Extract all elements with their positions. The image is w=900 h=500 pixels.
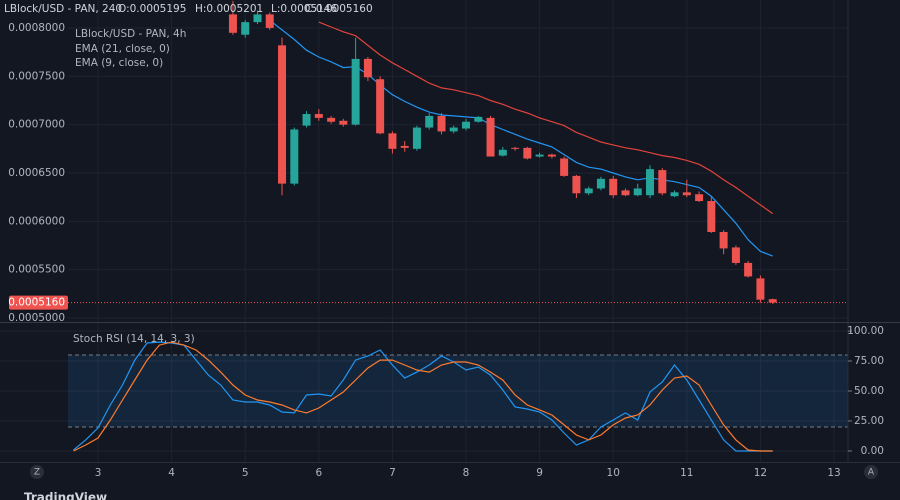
candle-body [388, 133, 397, 149]
candle-body [425, 115, 434, 128]
y-tick-label: 75.00 [854, 355, 884, 367]
candle-body [719, 231, 728, 249]
x-tick-label: 4 [168, 467, 175, 479]
candle-body [400, 145, 409, 148]
candle-body [486, 117, 495, 157]
candle-body [241, 22, 250, 35]
x-tick-label: 7 [389, 467, 396, 479]
y-tick-label: 0.0005500 [8, 264, 65, 276]
ohlc-close: C:0.0005160 [305, 3, 373, 15]
button-label[interactable]: A [868, 468, 875, 478]
y-tick-label: 0.0007500 [8, 70, 65, 82]
candle-body [682, 192, 691, 196]
y-tick-label: 0.0006000 [8, 215, 65, 227]
candle-body [376, 79, 385, 134]
x-tick-label: 11 [680, 467, 693, 479]
line-series [269, 19, 773, 257]
candle-body [462, 121, 471, 129]
candle-body [278, 45, 287, 184]
candle-body [511, 147, 520, 149]
y-tick-label: 25.00 [854, 415, 884, 427]
candle-body [596, 178, 605, 189]
candle-body [633, 188, 642, 196]
candle-body [290, 129, 299, 184]
candle-body [621, 190, 630, 196]
candle-body [560, 158, 569, 176]
candle-body [314, 114, 323, 118]
line-series [73, 341, 773, 452]
candle-body [756, 278, 765, 300]
button[interactable] [864, 465, 878, 479]
x-tick-label: 5 [242, 467, 249, 479]
indicator-title: Stoch RSI (14, 14, 3, 3) [73, 333, 195, 345]
candle-body [523, 147, 532, 159]
candle-body [646, 169, 655, 196]
candle-body [302, 114, 311, 126]
candle-body [744, 262, 753, 277]
ohlc-high: H:0.0005201 [195, 3, 263, 15]
candle-body [547, 154, 556, 157]
candle-body [658, 170, 667, 194]
last-price-label: 0.0005160 [8, 297, 65, 309]
y-tick-label: 50.00 [854, 385, 884, 397]
candle-body [695, 194, 704, 202]
y-tick-label: 0.0005000 [8, 312, 65, 324]
y-tick-label: 0.0008000 [8, 22, 65, 34]
y-tick-label: 0.0007000 [8, 119, 65, 131]
ohlc-low: L:0.0005146 [271, 3, 337, 15]
candle-body [768, 299, 777, 303]
candle-body [228, 14, 237, 33]
band-fill [68, 355, 848, 427]
candle-body [363, 58, 372, 78]
candle-body [449, 127, 458, 132]
y-tick-label: 100.00 [847, 325, 884, 337]
candle-body [437, 115, 446, 132]
last-price-box [9, 295, 68, 310]
x-tick-label: 9 [536, 467, 543, 479]
x-tick-label: 6 [315, 467, 322, 479]
x-tick-label: 8 [463, 467, 470, 479]
x-tick-label: 12 [754, 467, 767, 479]
candle-body [535, 154, 544, 157]
candle-body [339, 120, 348, 125]
y-tick-label: 0.00 [861, 445, 884, 457]
candle-body [584, 188, 593, 194]
x-tick-label: 13 [827, 467, 840, 479]
candle-body [670, 192, 679, 197]
legend-title: LBlock/USD - PAN, 4h [75, 28, 186, 40]
candle-body [731, 247, 740, 263]
candle-body [327, 117, 336, 122]
legend-entry: EMA (21, close, 0) [75, 43, 170, 55]
candle-body [707, 201, 716, 232]
candle-body [498, 149, 507, 156]
candle-body [265, 14, 274, 28]
button[interactable] [30, 465, 44, 479]
button-label[interactable]: Z [34, 468, 40, 478]
legend-entry: EMA (9, close, 0) [75, 57, 163, 69]
brand: TradingView [24, 491, 107, 500]
candle-body [253, 14, 262, 23]
y-tick-label: 0.0006500 [8, 167, 65, 179]
x-tick-label: 3 [95, 467, 102, 479]
candle-body [609, 178, 618, 196]
x-tick-label: 10 [607, 467, 620, 479]
candle-body [572, 175, 581, 194]
candle-body [351, 58, 360, 125]
line-series [73, 341, 773, 452]
symbol: LBlock/USD - PAN, 240 [4, 3, 122, 15]
line-series [318, 21, 774, 215]
candle-body [412, 127, 421, 149]
candle-body [474, 116, 483, 122]
ohlc-open: O:0.0005195 [118, 3, 186, 15]
